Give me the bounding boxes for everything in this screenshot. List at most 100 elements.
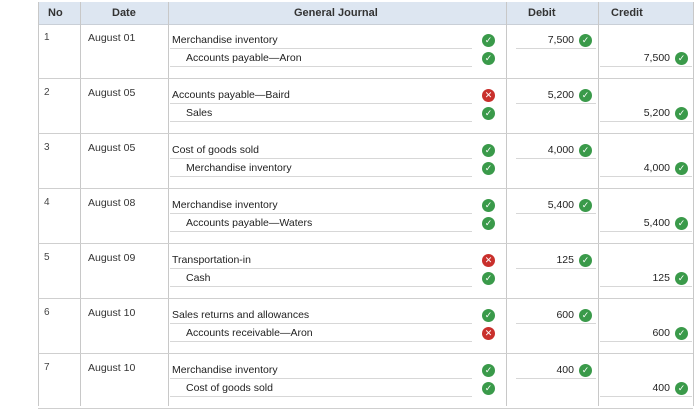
journal-entry-row: 6 August 10 Sales returns and allowances Ac… [38, 299, 693, 354]
entry-date[interactable]: August 10 [88, 362, 136, 374]
header-general-journal: General Journal [294, 7, 378, 19]
entry-date[interactable]: August 09 [88, 252, 136, 264]
entry-date[interactable]: August 01 [88, 32, 136, 44]
debit-account-field[interactable]: Merchandise inventory [170, 32, 472, 49]
credit-amount-field[interactable]: 4,000 ✓ [600, 160, 692, 177]
column-divider [168, 2, 169, 406]
debit-amount: 5,400 [547, 199, 574, 211]
x-circle-icon: ✕ [482, 327, 495, 340]
debit-amount: 125 [556, 254, 574, 266]
row-divider [38, 133, 693, 134]
journal-entry-row: 5 August 09 Transportation-in Cash 125 ✓ 125 ✓ ✕… [38, 244, 693, 299]
checkmark-circle-icon: ✓ [675, 217, 688, 230]
credit-account-field[interactable]: Accounts payable—Aron [170, 50, 472, 67]
checkmark-circle-icon: ✓ [675, 107, 688, 120]
header-debit: Debit [528, 7, 556, 19]
credit-amount-field[interactable]: 400 ✓ [600, 380, 692, 397]
entry-date[interactable]: August 10 [88, 307, 136, 319]
entry-number: 3 [44, 142, 50, 153]
credit-amount: 400 [652, 382, 670, 394]
debit-amount: 5,200 [547, 89, 574, 101]
row-divider [38, 408, 693, 409]
header-date: Date [112, 7, 136, 19]
checkmark-circle-icon: ✓ [482, 309, 495, 322]
debit-account-field[interactable]: Cost of goods sold [170, 142, 472, 159]
debit-amount-field[interactable]: 400 ✓ [516, 362, 596, 379]
checkmark-circle-icon: ✓ [579, 199, 592, 212]
checkmark-circle-icon: ✓ [482, 52, 495, 65]
debit-amount-field[interactable]: 7,500 ✓ [516, 32, 596, 49]
journal-entry-row: 4 August 08 Merchandise inventory Accounts … [38, 189, 693, 244]
credit-amount-field[interactable]: 600 ✓ [600, 325, 692, 342]
credit-amount-field[interactable]: 5,200 ✓ [600, 105, 692, 122]
entry-date[interactable]: August 08 [88, 197, 136, 209]
debit-amount-field[interactable]: 5,200 ✓ [516, 87, 596, 104]
debit-amount: 7,500 [547, 34, 574, 46]
header-no: No [48, 7, 63, 19]
debit-amount-field[interactable]: 600 ✓ [516, 307, 596, 324]
journal-entry-row: 1 August 01 Merchandise inventory Accounts … [38, 24, 693, 79]
credit-amount-field[interactable]: 7,500 ✓ [600, 50, 692, 67]
checkmark-circle-icon: ✓ [675, 272, 688, 285]
checkmark-circle-icon: ✓ [579, 34, 592, 47]
checkmark-circle-icon: ✓ [579, 364, 592, 377]
checkmark-circle-icon: ✓ [675, 162, 688, 175]
checkmark-circle-icon: ✓ [675, 382, 688, 395]
entry-number: 1 [44, 32, 50, 43]
debit-account-field[interactable]: Transportation-in [170, 252, 472, 269]
debit-amount-field[interactable]: 125 ✓ [516, 252, 596, 269]
debit-amount: 4,000 [547, 144, 574, 156]
table-header: No Date General Journal Debit Credit [38, 2, 693, 25]
entry-number: 5 [44, 252, 50, 263]
checkmark-circle-icon: ✓ [579, 89, 592, 102]
debit-account-field[interactable]: Merchandise inventory [170, 197, 472, 214]
row-divider [38, 353, 693, 354]
credit-account-field[interactable]: Sales [170, 105, 472, 122]
checkmark-circle-icon: ✓ [482, 382, 495, 395]
debit-account-field[interactable]: Merchandise inventory [170, 362, 472, 379]
credit-account-field[interactable]: Accounts payable—Waters [170, 215, 472, 232]
credit-account-field[interactable]: Cost of goods sold [170, 380, 472, 397]
debit-amount-field[interactable]: 4,000 ✓ [516, 142, 596, 159]
checkmark-circle-icon: ✓ [482, 107, 495, 120]
debit-amount: 400 [556, 364, 574, 376]
entry-date[interactable]: August 05 [88, 142, 136, 154]
credit-account-field[interactable]: Cash [170, 270, 472, 287]
debit-account-field[interactable]: Sales returns and allowances [170, 307, 472, 324]
entry-number: 6 [44, 307, 50, 318]
checkmark-circle-icon: ✓ [579, 144, 592, 157]
checkmark-circle-icon: ✓ [482, 217, 495, 230]
header-credit: Credit [611, 7, 643, 19]
x-circle-icon: ✕ [482, 89, 495, 102]
x-circle-icon: ✕ [482, 254, 495, 267]
credit-amount-field[interactable]: 5,400 ✓ [600, 215, 692, 232]
row-divider [38, 188, 693, 189]
row-divider [38, 243, 693, 244]
row-divider [38, 298, 693, 299]
checkmark-circle-icon: ✓ [482, 364, 495, 377]
checkmark-circle-icon: ✓ [675, 52, 688, 65]
column-divider [38, 2, 39, 406]
column-divider [80, 2, 81, 406]
credit-account-field[interactable]: Merchandise inventory [170, 160, 472, 177]
credit-account-field[interactable]: Accounts receivable—Aron [170, 325, 472, 342]
journal-entry-row: 2 August 05 Accounts payable—Baird Sales 5,2… [38, 79, 693, 134]
entry-number: 2 [44, 87, 50, 98]
checkmark-circle-icon: ✓ [482, 162, 495, 175]
credit-amount: 125 [652, 272, 670, 284]
credit-amount-field[interactable]: 125 ✓ [600, 270, 692, 287]
debit-account-field[interactable]: Accounts payable—Baird [170, 87, 472, 104]
credit-amount: 600 [652, 327, 670, 339]
column-divider [598, 2, 599, 406]
checkmark-circle-icon: ✓ [675, 327, 688, 340]
debit-amount-field[interactable]: 5,400 ✓ [516, 197, 596, 214]
credit-amount: 5,200 [643, 107, 670, 119]
entry-date[interactable]: August 05 [88, 87, 136, 99]
checkmark-circle-icon: ✓ [579, 309, 592, 322]
checkmark-circle-icon: ✓ [482, 199, 495, 212]
row-divider [38, 78, 693, 79]
debit-amount: 600 [556, 309, 574, 321]
checkmark-circle-icon: ✓ [482, 34, 495, 47]
journal-entry-row: 3 August 05 Cost of goods sold Merchandise … [38, 134, 693, 189]
